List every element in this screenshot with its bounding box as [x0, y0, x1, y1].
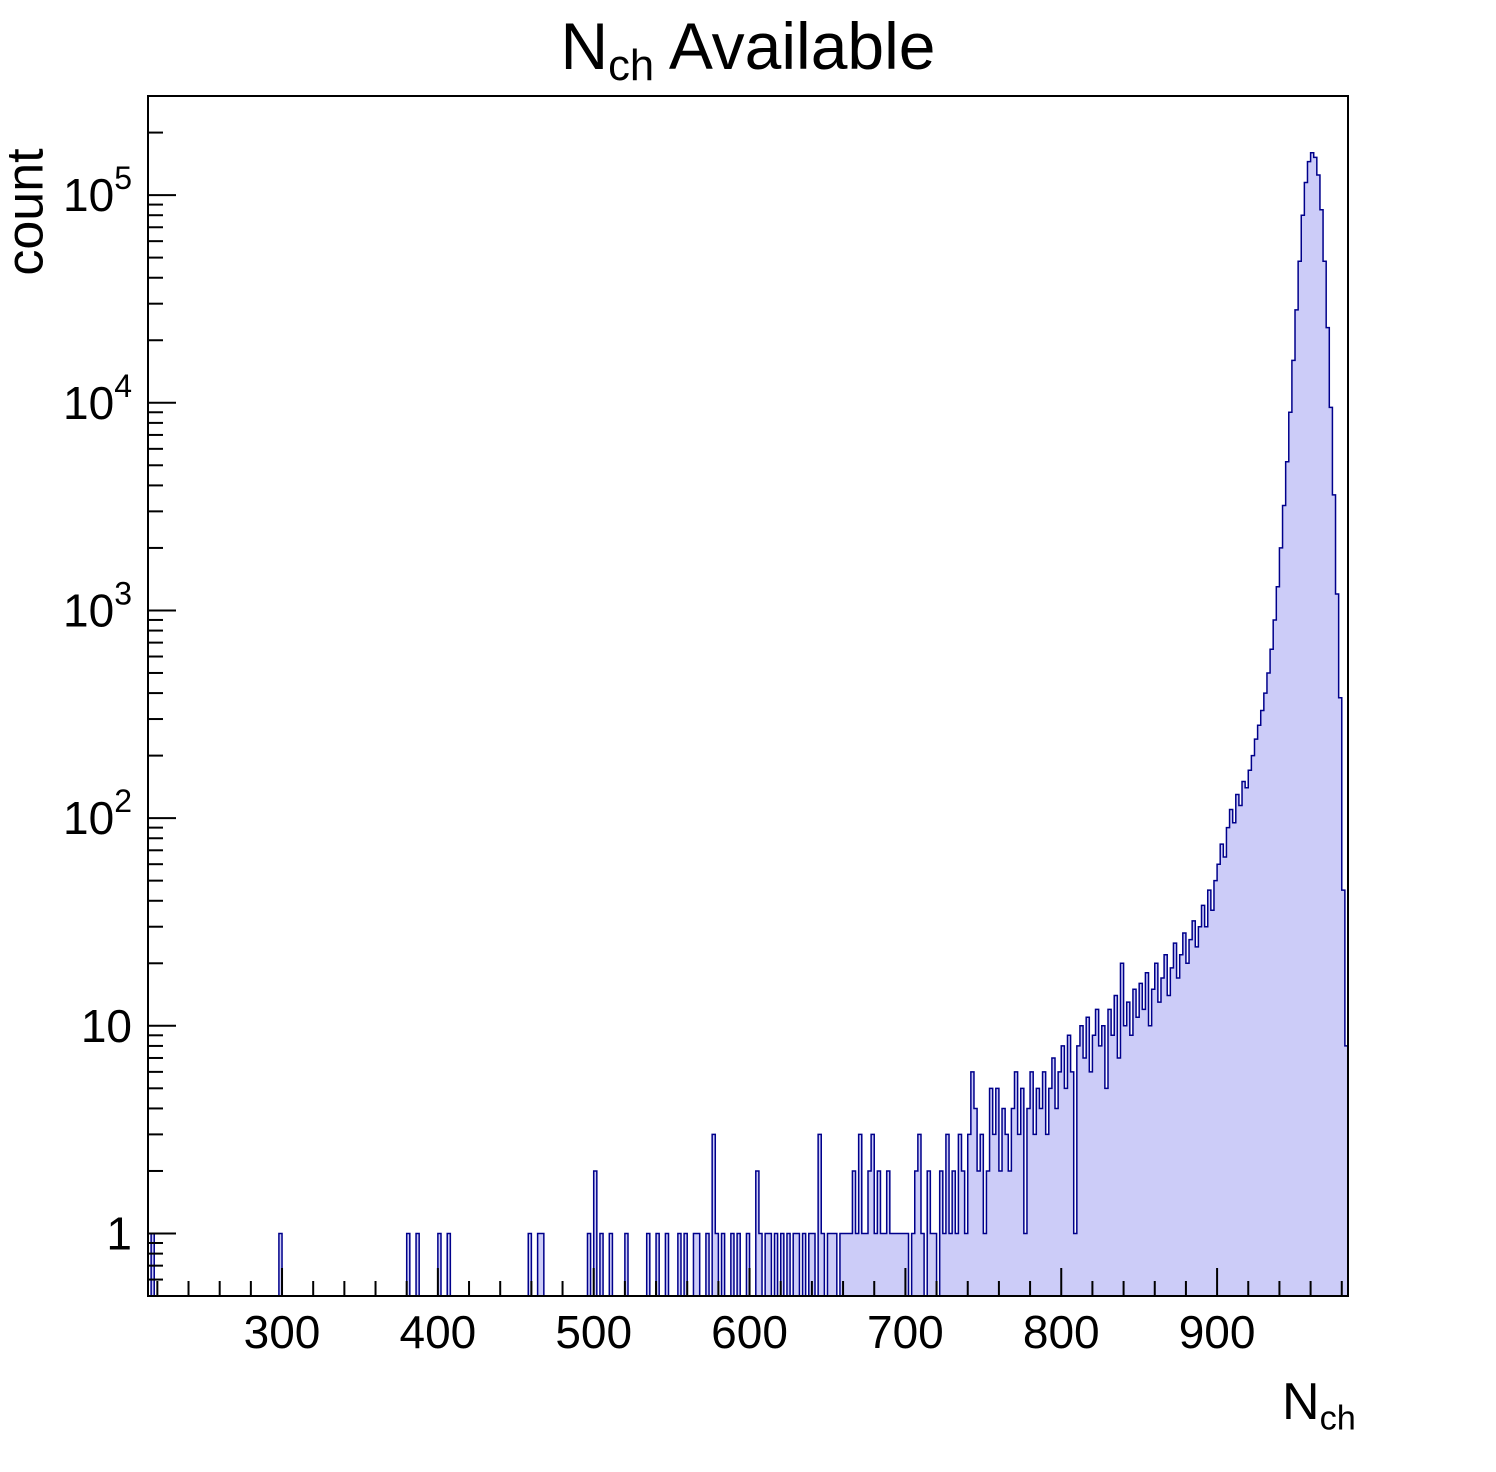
- chart-title-subscript: ch: [608, 41, 655, 90]
- x-tick-label: 800: [1023, 1306, 1100, 1358]
- x-tick-label: 700: [867, 1306, 944, 1358]
- y-axis-label: count: [0, 148, 56, 275]
- x-tick-label: 400: [399, 1306, 476, 1358]
- chart-title-prefix: N: [560, 9, 609, 83]
- x-axis-label-prefix: N: [1282, 1373, 1320, 1431]
- y-tick-label: 10: [81, 1000, 132, 1052]
- histogram-series: [148, 151, 1349, 1297]
- chart-title: Nch Available: [0, 8, 1496, 91]
- chart-title-suffix: Available: [654, 9, 936, 83]
- x-tick-label: 900: [1179, 1306, 1256, 1358]
- y-tick-label: 104: [63, 368, 132, 429]
- x-tick-label: 600: [711, 1306, 788, 1358]
- y-tick-label: 1: [106, 1207, 132, 1259]
- x-tick-label: 300: [244, 1306, 321, 1358]
- y-tick-label: 102: [63, 783, 132, 844]
- x-tick-label: 500: [555, 1306, 632, 1358]
- plot-frame: [147, 95, 1349, 1297]
- x-axis-label: Nch: [1282, 1372, 1356, 1438]
- x-axis-label-subscript: ch: [1319, 1399, 1356, 1438]
- y-tick-label: 105: [63, 160, 132, 221]
- y-tick-label: 103: [63, 575, 132, 636]
- y-axis-label-text: count: [0, 148, 55, 276]
